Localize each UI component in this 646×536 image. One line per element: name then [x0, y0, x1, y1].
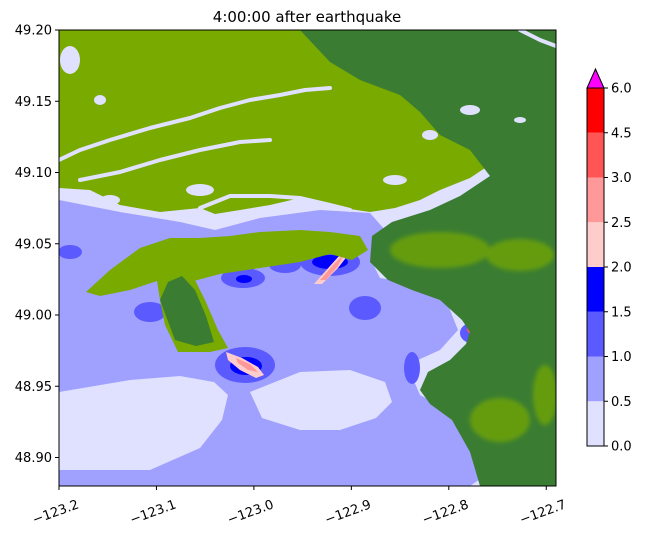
land-lowland-delta	[86, 230, 368, 296]
colorbar-bin	[587, 401, 604, 446]
wave-peaks	[226, 238, 477, 378]
river-channels	[59, 30, 556, 212]
colorbar-tick-label: 0.5	[611, 395, 632, 410]
colorbar-tick-label: 1.5	[611, 305, 632, 320]
x-tick-label: −122.8	[420, 497, 470, 528]
y-tick-label: 49.00	[15, 309, 52, 324]
y-tick-label: 49.15	[15, 95, 52, 110]
colorbar-tick-label: 1.0	[611, 350, 632, 365]
x-tick-label: −123.0	[226, 497, 276, 528]
wave-zone-0p5-1p0-gap	[59, 376, 228, 470]
x-axis: −123.2 −123.1 −123.0 −122.9 −122.8 −122.7	[31, 486, 568, 528]
colorbar-tick-label: 4.5	[611, 126, 632, 141]
y-axis: 48.90 48.95 49.00 49.05 49.10 49.15 49.20	[15, 24, 59, 466]
wave-zone-light-lobe	[250, 370, 392, 430]
y-tick-label: 48.90	[15, 451, 52, 466]
land-patches	[60, 46, 526, 205]
plot-frame	[58, 29, 557, 487]
land-upland-peninsula	[160, 276, 214, 346]
x-tick-label: −123.1	[128, 497, 178, 528]
colorbar-tick-label: 0.0	[611, 440, 632, 455]
colorbar-bin	[587, 311, 604, 357]
colorbar-tick-label: 3.0	[611, 171, 632, 186]
x-tick-label: −123.2	[31, 497, 81, 528]
colorbar-bin	[587, 267, 604, 312]
colorbar-tick-label: 2.5	[611, 216, 632, 231]
y-tick-label: 49.05	[15, 237, 52, 252]
colorbar-bin	[587, 177, 604, 223]
colorbar: 0.0 0.5 1.0 1.5 2.0 2.5 3.0 4.5 6.0	[586, 67, 632, 455]
y-tick-label: 49.20	[15, 24, 52, 39]
y-tick-label: 48.95	[15, 380, 52, 395]
colorbar-bin	[587, 356, 604, 402]
x-tick-label: −122.7	[518, 497, 568, 528]
colorbar-tick-label: 2.0	[611, 261, 632, 276]
chart-title: 4:00:00 after earthquake	[213, 8, 401, 26]
colorbar-tick-label: 6.0	[611, 82, 632, 97]
colorbar-bin	[587, 88, 604, 133]
x-tick-label: −122.9	[323, 497, 373, 528]
plot-area	[59, 30, 556, 486]
upland-shading	[390, 158, 556, 442]
y-tick-label: 49.10	[15, 166, 52, 181]
colorbar-bin	[587, 132, 604, 178]
colorbar-extend-max	[586, 67, 605, 89]
colorbar-bin	[587, 222, 604, 267]
